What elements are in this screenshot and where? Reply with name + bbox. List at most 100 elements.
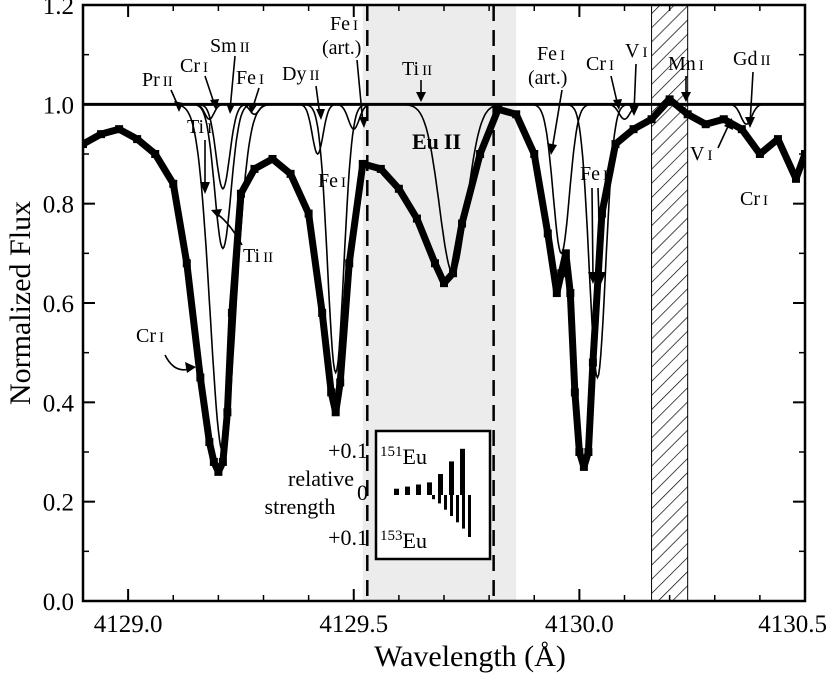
x-tick-label: 4129.5 xyxy=(319,611,388,638)
annotation-sm-ii: Sm II xyxy=(210,35,250,57)
arrow-fe-i-right-a xyxy=(591,187,594,279)
observed-point xyxy=(683,110,692,119)
inset-bar-151 xyxy=(449,461,454,495)
observed-point xyxy=(394,184,403,193)
observed-point xyxy=(304,209,313,218)
observed-point xyxy=(196,373,205,382)
observed-point xyxy=(376,164,385,173)
arrowhead-fe-i-art-right xyxy=(547,143,557,155)
x-tick-label: 4130.0 xyxy=(545,611,614,638)
arrowhead-pr-ii xyxy=(174,101,183,112)
arrow-sm-ii xyxy=(229,55,236,111)
inset-bar-151 xyxy=(416,484,421,495)
observed-point xyxy=(773,135,782,144)
observed-point xyxy=(791,174,800,183)
observed-point xyxy=(327,388,336,397)
inset-bar-151 xyxy=(394,488,399,495)
y-tick-label: 0.8 xyxy=(43,192,74,219)
annotation-fe-i-top: Fe I xyxy=(236,67,264,89)
annotation-fe-i-mid: Fe I xyxy=(318,170,346,192)
inset-bar-153 xyxy=(450,495,453,516)
observed-point xyxy=(476,150,485,158)
inset-bar-153 xyxy=(468,495,471,537)
inset-bar-153 xyxy=(444,495,447,510)
line-annotations: Pr II Cr I Sm II Fe I Dy II Fe I (art.) Ti II T… xyxy=(136,13,770,347)
inset-bar-151 xyxy=(427,482,432,495)
observed-point xyxy=(561,249,570,258)
observed-point xyxy=(611,140,620,149)
annotation-dy-ii: Dy II xyxy=(282,63,319,85)
isotope-inset: +0.1 0 +0.1 relative strength 151Eu 153E… xyxy=(265,429,492,561)
annotation-cr-i-top: Cr I xyxy=(180,55,208,77)
observed-point xyxy=(227,308,236,317)
observed-point xyxy=(83,140,87,149)
arrowhead-fe-i-art-left xyxy=(359,117,368,128)
observed-point xyxy=(665,95,674,104)
observed-point xyxy=(570,388,579,397)
y-tick-label: 1.2 xyxy=(43,0,74,20)
observed-point xyxy=(552,289,561,298)
observed-point xyxy=(331,408,340,417)
observed-point xyxy=(579,462,588,471)
arrowhead-fe-i-top xyxy=(248,103,257,114)
arrowhead-mn-i xyxy=(681,92,691,102)
annotation-cr-i-right: Cr I xyxy=(586,53,614,75)
arrowhead-ti-i xyxy=(200,182,210,194)
arrowhead-cr-i xyxy=(210,99,219,110)
annotation-cr-i-left: Cr I xyxy=(136,325,164,347)
arrowhead-sm-ii xyxy=(226,103,235,114)
observed-point xyxy=(629,125,638,134)
annotation-cr-i-far-right: Cr I xyxy=(740,188,768,210)
arrow-heads xyxy=(174,92,755,373)
arrowhead-gd-ii xyxy=(745,117,755,128)
observed-point xyxy=(133,135,142,144)
observed-point xyxy=(286,169,295,178)
annotation-fe-i-art-left: Fe I xyxy=(330,13,358,35)
observed-point xyxy=(701,120,710,129)
annotation-mn-i: Mn I xyxy=(668,53,704,75)
arrowhead-cr-i-right xyxy=(613,99,622,110)
arrowhead-ti-ii-top xyxy=(416,92,426,102)
x-tick-label: 4129.0 xyxy=(94,611,163,638)
y-tick-label: 0.0 xyxy=(43,589,74,616)
arrowhead-dy-ii xyxy=(316,109,325,120)
inset-eu151-label: 151Eu xyxy=(380,444,427,469)
observed-point xyxy=(494,105,503,114)
observed-point xyxy=(588,358,597,367)
observed-point xyxy=(336,378,345,387)
arrow-fe-i-art-left xyxy=(356,59,364,125)
y-axis-title: Normalized Flux xyxy=(4,201,37,405)
annotation-ti-ii-mid: Ti II xyxy=(243,245,273,267)
y-tick-label: 0.4 xyxy=(43,390,75,417)
inset-bar-151 xyxy=(405,486,410,495)
axis-ticks: 4129.0 4129.5 4130.0 4130.5 0.0 0.2 0.4 0.6 0.8 1… xyxy=(43,0,827,638)
arrowhead-ti-ii-mid xyxy=(211,209,222,218)
inset-top-label: +0.1 xyxy=(328,438,368,463)
observed-point xyxy=(318,308,327,317)
inset-bar-153 xyxy=(432,495,435,500)
observed-point xyxy=(218,457,227,466)
inset-bar-153 xyxy=(438,495,441,504)
observed-point xyxy=(597,209,606,218)
arrow-gd-ii xyxy=(749,71,754,125)
arrowhead-fe-i-right-a xyxy=(588,272,598,284)
observed-point xyxy=(543,229,552,238)
arrowhead-cr-i-left xyxy=(185,362,196,373)
x-axis-title: Wavelength (Å) xyxy=(374,640,566,673)
arrow-fe-i-art-right xyxy=(551,89,563,151)
observed-point xyxy=(566,289,575,298)
observed-point xyxy=(97,130,106,139)
observed-point xyxy=(236,189,245,198)
observed-point xyxy=(440,279,448,288)
annotation-pr-ii: Pr II xyxy=(142,69,173,91)
observed-point xyxy=(182,259,191,268)
observed-point xyxy=(214,467,223,476)
observed-point xyxy=(169,179,178,188)
y-tick-label: 0.6 xyxy=(43,291,74,318)
inset-zero-label: 0 xyxy=(357,480,368,505)
observed-point xyxy=(412,214,421,223)
observed-point xyxy=(530,150,539,158)
